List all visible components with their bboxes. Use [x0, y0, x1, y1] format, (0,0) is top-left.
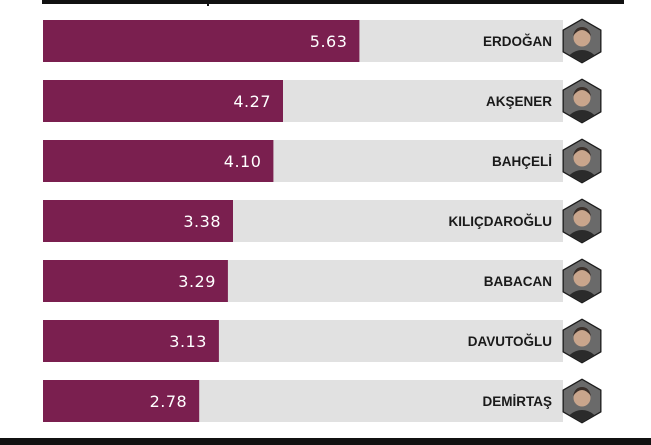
avatar-portrait — [563, 200, 601, 242]
avatar-portrait — [563, 20, 601, 62]
avatar-shoulders — [566, 110, 598, 122]
category-label: DAVUTOĞLU — [468, 334, 552, 349]
bar-value-label: 2.78 — [150, 392, 188, 411]
avatar-face — [573, 29, 591, 47]
bar-row: 4.27 AKŞENER — [43, 78, 602, 124]
avatar-hair — [573, 207, 591, 216]
bar-row: 3.13 DAVUTOĞLU — [43, 318, 602, 364]
portrait-icon — [562, 18, 602, 64]
bar-row: 3.29 BABACAN — [43, 258, 602, 304]
bar — [43, 320, 219, 362]
category-label: AKŞENER — [486, 94, 552, 109]
avatar-hair — [573, 147, 591, 156]
bar — [43, 380, 200, 422]
bar-row: 2.78 DEMİRTAŞ — [43, 378, 602, 424]
avatar-shoulders — [566, 230, 598, 242]
bar-value-label: 5.63 — [310, 32, 348, 51]
avatar-face — [573, 389, 591, 407]
avatar-shoulders — [566, 170, 598, 182]
category-label: KILIÇDAROĞLU — [449, 214, 553, 229]
avatar-face — [573, 329, 591, 347]
avatar-shoulders — [566, 290, 598, 302]
avatar-portrait — [563, 320, 601, 362]
avatar-portrait — [563, 140, 601, 182]
category-label: BAHÇELİ — [492, 154, 552, 169]
bar-value-label: 3.29 — [178, 272, 216, 291]
portrait-icon — [562, 318, 602, 364]
bar — [43, 20, 360, 62]
bar-row: 4.10 BAHÇELİ — [43, 138, 602, 184]
avatar-portrait — [563, 260, 601, 302]
avatar-hair — [573, 327, 591, 336]
avatar-hair — [573, 267, 591, 276]
portrait-icon — [562, 138, 602, 184]
portrait-icon — [562, 78, 602, 124]
bar — [43, 80, 283, 122]
portrait-icon — [562, 378, 602, 424]
top-border-tick — [207, 0, 209, 6]
bar-value-label: 4.10 — [224, 152, 262, 171]
avatar-shoulders — [566, 410, 598, 422]
portrait-icon — [562, 258, 602, 304]
bar-row: 3.38 KILIÇDAROĞLU — [43, 198, 602, 244]
avatar-shoulders — [566, 50, 598, 62]
category-label: ERDOĞAN — [483, 34, 552, 49]
bar-value-label: 4.27 — [233, 92, 271, 111]
category-label: DEMİRTAŞ — [483, 394, 553, 409]
category-label: BABACAN — [484, 274, 552, 289]
avatar-hair — [573, 27, 591, 36]
avatar-shoulders — [566, 350, 598, 362]
avatar-face — [573, 89, 591, 107]
bar-row: 5.63 ERDOĞAN — [43, 18, 602, 64]
avatar-face — [573, 149, 591, 167]
avatar-face — [573, 269, 591, 287]
bar — [43, 140, 274, 182]
avatar-portrait — [563, 380, 601, 422]
avatar-hair — [573, 87, 591, 96]
bar — [43, 200, 233, 242]
bottom-border — [0, 438, 651, 445]
avatar-portrait — [563, 80, 601, 122]
bar — [43, 260, 228, 302]
top-border — [42, 0, 624, 4]
portrait-icon — [562, 198, 602, 244]
bar-value-label: 3.13 — [169, 332, 207, 351]
avatar-hair — [573, 387, 591, 396]
bar-value-label: 3.38 — [183, 212, 221, 231]
avatar-face — [573, 209, 591, 227]
